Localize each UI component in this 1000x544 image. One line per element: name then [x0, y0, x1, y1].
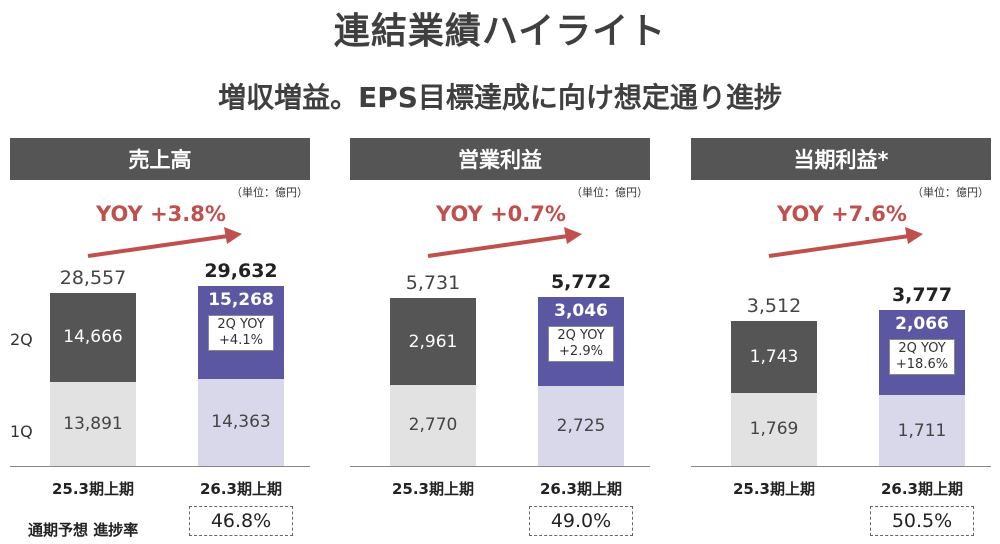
q2-yoy-value: +18.6% — [895, 357, 949, 372]
segment-value-2q: 2,961 — [408, 331, 458, 352]
progress-value-box: 49.0% — [529, 506, 633, 536]
segment-value-2q: 2,066 — [895, 314, 949, 334]
bar-total-label: 29,632 — [204, 260, 278, 282]
chart-baseline — [350, 466, 650, 467]
chart-title: 売上高 — [10, 138, 310, 180]
bar-current: 15,268 2Q YOY +4.1% 14,363 — [198, 286, 284, 466]
segment-value-2q: 3,046 — [554, 301, 608, 322]
x-tick-label: 25.3期上期 — [51, 480, 134, 498]
bar-total-label: 3,512 — [746, 294, 802, 317]
x-tick-label: 26.3期上期 — [199, 480, 282, 498]
bar-segment-2q: 2,066 2Q YOY +18.6% — [879, 310, 965, 396]
unit-label: （単位：億円） — [231, 186, 308, 199]
segment-value-1q: 13,891 — [63, 413, 123, 434]
q2-yoy-box: 2Q YOY +18.6% — [889, 339, 955, 375]
progress-label: 通期予想 進捗率 — [28, 521, 139, 539]
q2-yoy-value: +2.9% — [559, 344, 603, 360]
bar-previous: 2,961 2,770 — [390, 298, 476, 466]
q2-yoy-title: 2Q YOY — [898, 341, 946, 356]
chart-baseline — [691, 466, 991, 467]
segment-value-1q: 1,711 — [897, 420, 947, 441]
bar-current: 3,046 2Q YOY +2.9% 2,725 — [538, 297, 624, 466]
bar-segment-2q: 14,666 — [50, 292, 136, 382]
bar-current: 2,066 2Q YOY +18.6% 1,711 — [879, 310, 965, 466]
bar-total-label: 3,777 — [891, 284, 953, 306]
chart-panel-2: 営業利益 （単位：億円） YOY +0.7% 2,961 2,770 5,731 25.3期… — [350, 138, 650, 544]
segment-value-1q: 1,769 — [749, 419, 799, 440]
segment-value-2q: 15,268 — [208, 290, 274, 310]
yoy-arrow-line — [427, 234, 569, 258]
chart-panel-1: 売上高 （単位：億円） YOY +3.8% 14,666 13,891 28,557 25.… — [10, 138, 310, 544]
chart-panel-3: 当期利益* （単位：億円） YOY +7.6% 1,743 1,769 3,512 25.3… — [691, 138, 991, 544]
page-subtitle: 増収増益。EPS目標達成に向け想定通り進捗 — [218, 81, 782, 114]
row-label-2q: 2Q — [10, 330, 33, 349]
bar-previous: 1,743 1,769 — [731, 320, 817, 466]
chart-title: 営業利益 — [350, 138, 650, 180]
bar-total-label: 5,731 — [405, 272, 461, 295]
yoy-label: YOY +0.7% — [436, 202, 566, 226]
yoy-arrow-line — [768, 234, 910, 258]
segment-value-2q: 1,743 — [749, 346, 799, 367]
bar-segment-1q: 13,891 — [50, 381, 136, 466]
chart-title: 当期利益* — [691, 138, 991, 180]
bar-segment-1q: 1,711 — [879, 395, 965, 466]
segment-value-1q: 2,725 — [556, 416, 606, 437]
yoy-arrow-head — [905, 227, 923, 244]
bar-segment-2q: 1,743 — [731, 320, 817, 393]
q2-yoy-value: +4.1% — [219, 333, 263, 348]
yoy-arrow-line — [87, 234, 229, 258]
q2-yoy-title: 2Q YOY — [557, 328, 605, 344]
bar-segment-1q: 2,725 — [538, 386, 624, 466]
segment-value-1q: 14,363 — [211, 412, 271, 433]
progress-value-box: 50.5% — [870, 506, 974, 536]
q2-yoy-box: 2Q YOY +4.1% — [208, 315, 274, 351]
yoy-label: YOY +7.6% — [777, 202, 907, 226]
bar-segment-2q: 3,046 2Q YOY +2.9% — [538, 297, 624, 387]
bar-previous: 14,666 13,891 — [50, 292, 136, 466]
x-tick-label: 25.3期上期 — [732, 480, 815, 498]
unit-label: （単位：億円） — [571, 186, 648, 199]
bar-segment-2q: 15,268 2Q YOY +4.1% — [198, 286, 284, 379]
yoy-arrow — [87, 227, 242, 258]
bar-total-label: 28,557 — [59, 266, 127, 289]
x-tick-label: 26.3期上期 — [880, 480, 963, 498]
bar-segment-1q: 1,769 — [731, 392, 817, 466]
bar-segment-2q: 2,961 — [390, 298, 476, 385]
yoy-arrow-head — [564, 227, 582, 244]
x-tick-label: 25.3期上期 — [391, 480, 474, 498]
segment-value-2q: 14,666 — [63, 327, 123, 348]
bar-segment-1q: 14,363 — [198, 378, 284, 466]
unit-label: （単位：億円） — [912, 186, 989, 199]
bar-total-label: 5,772 — [550, 271, 612, 294]
q2-yoy-box: 2Q YOY +2.9% — [548, 326, 614, 363]
bar-segment-1q: 2,770 — [390, 384, 476, 466]
row-label-1q: 1Q — [10, 422, 33, 441]
progress-value-box: 46.8% — [189, 506, 293, 536]
segment-value-1q: 2,770 — [408, 415, 458, 436]
yoy-label: YOY +3.8% — [96, 202, 226, 226]
q2-yoy-title: 2Q YOY — [217, 317, 265, 332]
yoy-arrow-head — [224, 227, 242, 244]
yoy-arrow — [768, 227, 923, 258]
x-tick-label: 26.3期上期 — [539, 480, 622, 498]
yoy-arrow — [427, 227, 582, 258]
chart-baseline — [10, 466, 310, 467]
page-title: 連結業績ハイライト — [333, 11, 667, 52]
